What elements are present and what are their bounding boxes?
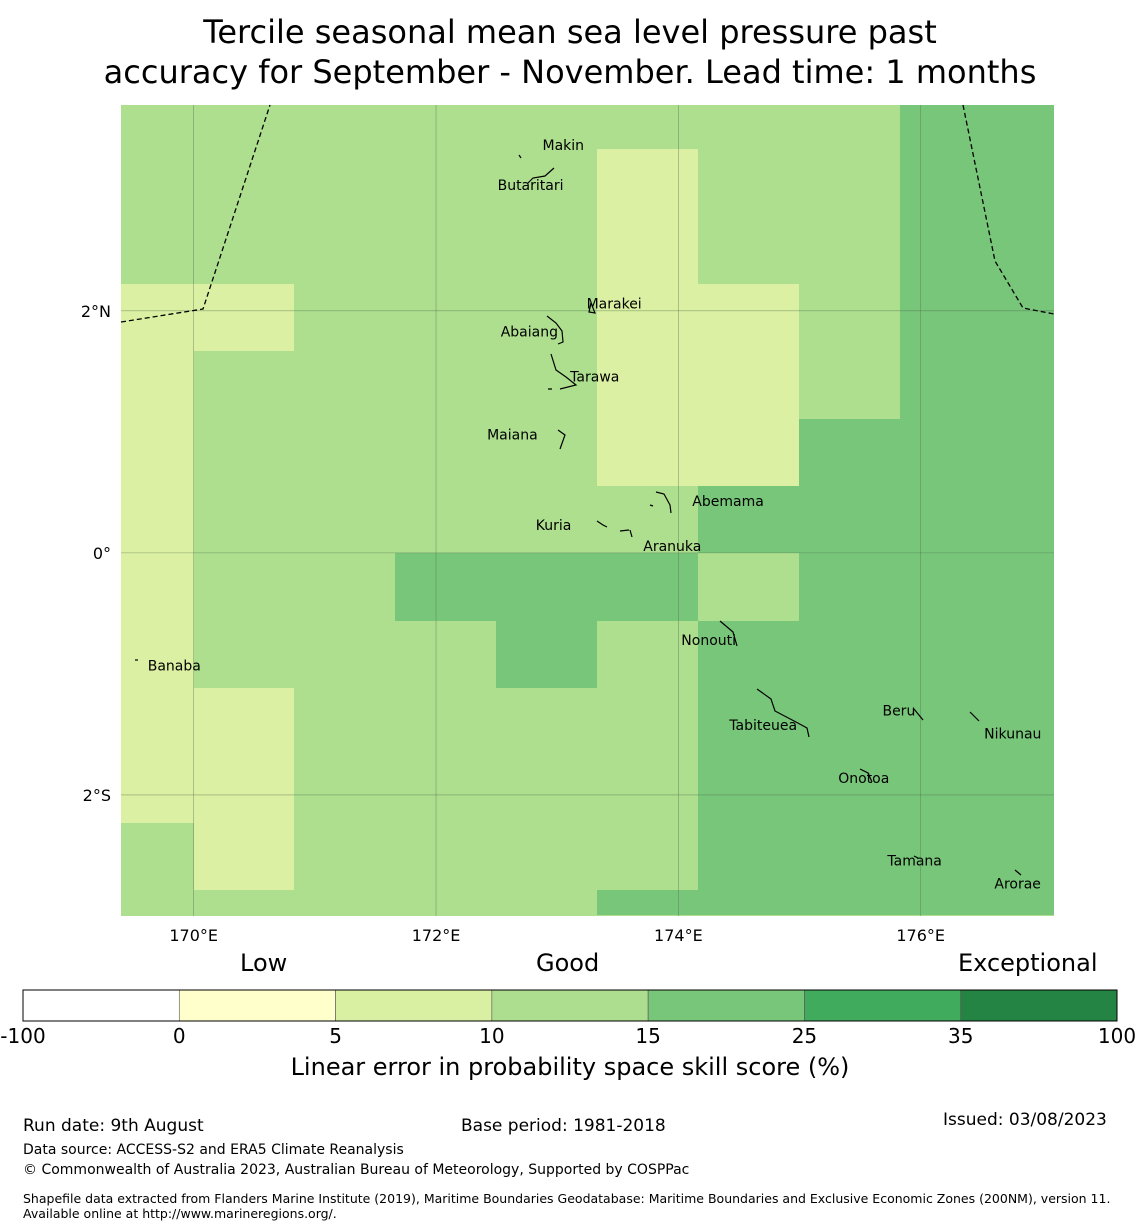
coastline	[588, 300, 596, 314]
colorbar-tick-label: 5	[329, 1024, 342, 1045]
colorbar-tick-label: 15	[635, 1024, 660, 1045]
x-tick-label: 176°E	[896, 926, 945, 945]
y-tick-label: 2°N	[81, 302, 111, 321]
y-tick-label: 0°	[93, 544, 111, 563]
colorbar-bin	[22, 989, 180, 1022]
chart-title: Tercile seasonal mean sea level pressure…	[0, 12, 1140, 92]
coastline	[527, 167, 555, 184]
eez-boundary-east	[962, 104, 1055, 315]
colorbar-bin	[804, 989, 962, 1022]
island-coastlines	[135, 154, 1022, 876]
legend-exceptional-label: Exceptional	[958, 949, 1098, 977]
skill-map: Makin Butaritari Marakei Abaiang Tarawa Maian…	[81, 104, 1055, 945]
coastline	[1014, 869, 1022, 876]
skill-cell	[496, 621, 597, 688]
shapefile-credit: Shapefile data extracted from Flanders M…	[23, 1191, 1111, 1221]
colorbar-tick-label: 25	[792, 1024, 817, 1045]
eez-boundaries	[120, 104, 1055, 323]
place-label: Abemama	[692, 494, 764, 510]
place-label: Nonouti	[681, 633, 736, 649]
coastline	[719, 620, 738, 647]
colorbar-bin	[178, 989, 336, 1022]
coastline	[596, 520, 633, 538]
eez-boundary-west	[120, 104, 271, 323]
copyright: © Commonwealth of Australia 2023, Austra…	[23, 1162, 690, 1178]
place-label: Tabiteuea	[728, 718, 797, 734]
chart-title-line2: accuracy for September - November. Lead …	[103, 53, 1037, 91]
skill-cell	[698, 486, 799, 553]
skill-cell	[597, 890, 698, 915]
coastline	[557, 429, 566, 450]
map-gridlines	[121, 105, 1054, 916]
place-label: Marakei	[587, 297, 642, 313]
place-label: Arorae	[994, 877, 1041, 893]
run-date: Run date: 9th August	[23, 1116, 204, 1136]
colorbar-tick-label: 35	[948, 1024, 973, 1045]
skill-cell	[194, 688, 294, 890]
place-label: Aranuka	[643, 539, 701, 555]
colorbar-tick-label: 0	[173, 1024, 186, 1045]
skill-cell	[121, 284, 194, 823]
place-label: Nikunau	[984, 726, 1041, 742]
place-label: Maiana	[487, 427, 538, 443]
skill-cell	[799, 419, 1054, 915]
legend-good-label: Good	[536, 949, 600, 977]
x-tick-label: 174°E	[654, 926, 703, 945]
x-tick-label: 172°E	[412, 926, 461, 945]
skill-cell	[698, 621, 799, 915]
place-label: Tarawa	[569, 369, 619, 385]
data-source: Data source: ACCESS-S2 and ERA5 Climate …	[23, 1142, 404, 1158]
coastline	[649, 491, 672, 514]
place-label: Kuria	[536, 518, 572, 534]
colorbar-title: Linear error in probability space skill …	[290, 1053, 850, 1081]
place-label: Banaba	[148, 659, 201, 675]
colorbar-bin	[960, 989, 1118, 1022]
place-label: Onotoa	[838, 771, 889, 787]
place-label: Beru	[882, 703, 915, 719]
coastline	[913, 708, 924, 721]
coastline	[548, 353, 578, 390]
colorbar-tick-label: 100	[1098, 1024, 1136, 1045]
skill-cell	[597, 149, 698, 486]
colorbar: -100 0 5 10 15 25 35 100	[0, 989, 1136, 1045]
coastline	[546, 315, 564, 345]
colorbar-bin	[335, 989, 493, 1022]
place-label: Abaiang	[501, 325, 558, 341]
skill-cell	[194, 284, 294, 351]
legend-low-label: Low	[240, 949, 288, 977]
place-labels: Makin Butaritari Marakei Abaiang Tarawa Maian…	[148, 138, 1042, 892]
issued-date: Issued: 03/08/2023	[943, 1110, 1107, 1130]
place-label: Tamana	[886, 854, 941, 870]
axis-tick-labels: 170°E 172°E 174°E 176°E 2°N 0° 2°S	[81, 302, 945, 945]
skill-cell	[395, 553, 698, 621]
skill-cell	[900, 284, 1054, 419]
coastline	[969, 711, 980, 722]
coastline	[518, 154, 522, 159]
coastline	[859, 768, 873, 783]
chart-title-line1: Tercile seasonal mean sea level pressure…	[203, 13, 937, 51]
coastline	[913, 855, 919, 859]
y-tick-label: 2°S	[83, 786, 111, 805]
colorbar-bin	[647, 989, 805, 1022]
colorbar-tick-label: -100	[0, 1024, 45, 1045]
base-period: Base period: 1981-2018	[461, 1116, 666, 1136]
place-label: Makin	[543, 138, 585, 154]
colorbar-tick-label: 10	[479, 1024, 504, 1045]
colorbar-bin	[491, 989, 649, 1022]
x-tick-label: 170°E	[169, 926, 218, 945]
colorbar-frame	[22, 989, 1118, 1022]
place-label: Butaritari	[498, 178, 564, 194]
skill-cell	[698, 284, 799, 486]
skill-grid-cells	[121, 105, 1054, 916]
coastline	[756, 688, 810, 738]
skill-cell	[900, 105, 1054, 285]
